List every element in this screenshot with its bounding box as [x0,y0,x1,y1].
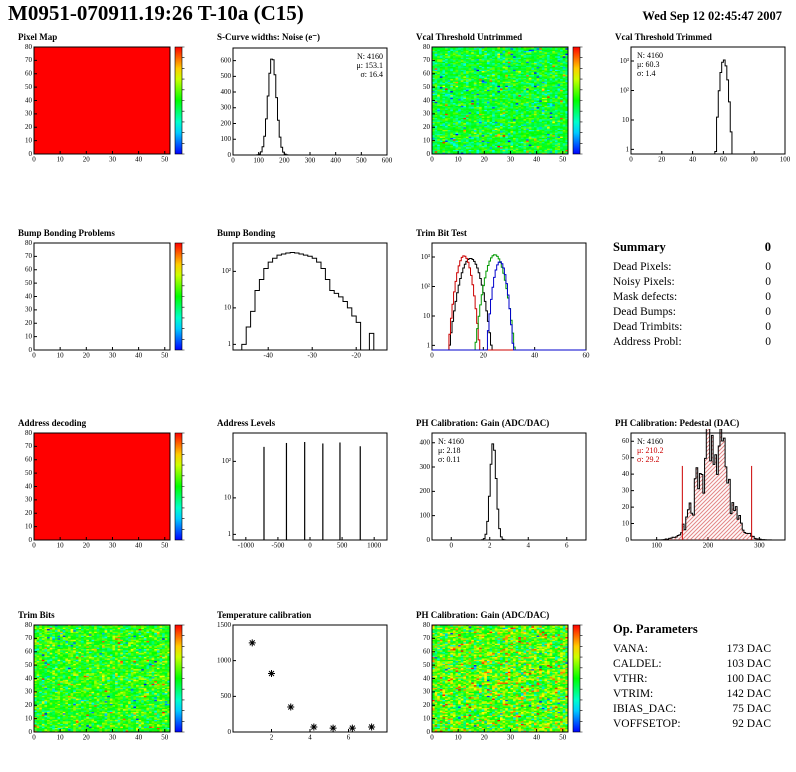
panel-pixel-map: Pixel Map [0,32,199,228]
panel-title: Address Levels [217,418,276,428]
panel-ph-pedestal: PH Calibration: Pedestal (DAC) [597,418,796,610]
timestamp: Wed Sep 12 02:45:47 2007 [642,9,782,23]
panel-temperature-calibration: Temperature calibration [199,610,398,764]
summary-title: Summary [613,240,666,254]
op-parameters-title: Op. Parameters [613,622,698,636]
trim-bit-test-hist [406,239,594,363]
panel-scurve-noise: S-Curve widths: Noise (e⁻) [199,32,398,228]
summary-row-mask-defects: Mask defects: 0 [613,291,771,303]
panel-title: Vcal Threshold Trimmed [615,32,712,42]
summary-row-address-probl: Address Probl: 0 [613,336,771,348]
address-levels-hist [207,429,395,553]
vcal-threshold-trimmed-hist [605,43,793,167]
panel-ph-gain-map: PH Calibration: Gain (ADC/DAC) [398,610,597,764]
page-header: M0951-070911.19:26 T-10a (C15) Wed Sep 1… [0,0,796,30]
panel-title: PH Calibration: Gain (ADC/DAC) [416,610,550,620]
op-row-vthr: VTHR: 100 DAC [613,673,771,685]
ph-calibration-gain-map [406,621,594,745]
panel-title: PH Calibration: Gain (ADC/DAC) [416,418,550,428]
panel-summary: Summary 0 Dead Pixels: 0 Noisy Pixels: 0… [597,228,796,418]
op-row-voffsetop: VOFFSETOP: 92 DAC [613,718,771,730]
panel-title: Trim Bits [18,610,55,620]
temperature-calibration-plot [207,621,395,745]
panel-bump-bonding-problems: Bump Bonding Problems [0,228,199,418]
panel-title: S-Curve widths: Noise (e⁻) [217,32,320,42]
panel-title: Temperature calibration [217,610,312,620]
ph-calibration-gain-hist [406,429,594,553]
panel-title: Bump Bonding Problems [18,228,115,238]
panel-bump-bonding: Bump Bonding [199,228,398,418]
op-row-vana: VANA: 173 DAC [613,643,771,655]
panel-trim-bit-test: Trim Bit Test [398,228,597,418]
trim-bits-map [8,621,196,745]
panel-title: Address decoding [18,418,87,428]
bump-bonding-hist [207,239,395,363]
summary-row-dead-bumps: Dead Bumps: 0 [613,306,771,318]
pixel-map-plot [8,43,196,167]
panel-title: PH Calibration: Pedestal (DAC) [615,418,740,428]
panel-address-levels: Address Levels [199,418,398,610]
summary-total: 0 [764,240,771,254]
panel-title: Vcal Threshold Untrimmed [416,32,523,42]
vcal-threshold-untrimmed-map [406,43,594,167]
op-row-ibias-dac: IBIAS_DAC: 75 DAC [613,703,771,715]
plot-grid: Pixel Map S-Curve widths: Noise (e⁻) Vca… [0,32,796,764]
op-row-vtrim: VTRIM: 142 DAC [613,688,771,700]
address-decoding-map [8,429,196,553]
panel-title: Pixel Map [18,32,58,42]
summary-row-dead-trimbits: Dead Trimbits: 0 [613,321,771,333]
ph-calibration-pedestal-hist [605,429,793,553]
panel-title: Trim Bit Test [416,228,467,238]
scurve-noise-hist [207,44,395,168]
panel-trim-bits: Trim Bits [0,610,199,764]
panel-address-decoding: Address decoding [0,418,199,610]
panel-op-parameters: Op. Parameters VANA: 173 DAC CALDEL: 103… [597,610,796,764]
op-row-caldel: CALDEL: 103 DAC [613,658,771,670]
summary-row-noisy-pixels: Noisy Pixels: 0 [613,276,771,288]
panel-vcal-threshold-trimmed: Vcal Threshold Trimmed [597,32,796,228]
panel-title: Bump Bonding [217,228,276,238]
panel-vcal-threshold-untrimmed: Vcal Threshold Untrimmed [398,32,597,228]
summary-row-dead-pixels: Dead Pixels: 0 [613,261,771,273]
page-title: M0951-070911.19:26 T-10a (C15) [8,1,304,25]
panel-ph-gain-hist: PH Calibration: Gain (ADC/DAC) [398,418,597,610]
bump-bonding-problems-map [8,239,196,363]
